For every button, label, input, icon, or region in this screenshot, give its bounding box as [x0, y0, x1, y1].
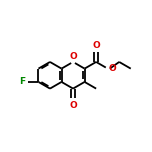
- Text: O: O: [69, 101, 77, 110]
- Text: O: O: [69, 52, 77, 61]
- Text: O: O: [108, 64, 116, 73]
- Text: O: O: [92, 41, 100, 50]
- Text: F: F: [19, 77, 25, 86]
